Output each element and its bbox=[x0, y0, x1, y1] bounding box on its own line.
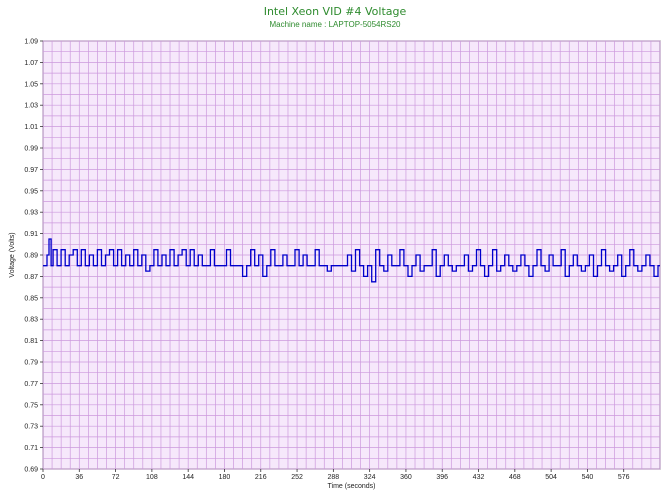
y-tick-label: 0.73 bbox=[24, 424, 38, 431]
y-tick-label: 0.85 bbox=[24, 295, 38, 302]
x-tick-label: 468 bbox=[509, 474, 521, 481]
x-tick-label: 360 bbox=[400, 474, 412, 481]
y-tick-label: 0.91 bbox=[24, 231, 38, 238]
y-tick-label: 0.95 bbox=[24, 188, 38, 195]
y-tick-label: 1.03 bbox=[24, 103, 38, 110]
y-tick-label: 0.79 bbox=[24, 360, 38, 367]
x-tick-label: 180 bbox=[219, 474, 231, 481]
x-tick-label: 504 bbox=[545, 474, 557, 481]
series-line bbox=[43, 238, 660, 283]
y-tick-label: 0.81 bbox=[24, 338, 38, 345]
x-tick-label: 324 bbox=[364, 474, 376, 481]
x-tick-label: 288 bbox=[328, 474, 340, 481]
y-tick-label: 1.01 bbox=[24, 124, 38, 131]
x-tick-label: 576 bbox=[618, 474, 630, 481]
y-tick-label: 1.07 bbox=[24, 60, 38, 67]
y-tick-label: 0.97 bbox=[24, 167, 38, 174]
y-tick-label: 0.69 bbox=[24, 467, 38, 474]
x-tick-label: 36 bbox=[75, 474, 83, 481]
x-tick-label: 144 bbox=[182, 474, 194, 481]
x-tick-label: 252 bbox=[291, 474, 303, 481]
x-tick-label: 0 bbox=[41, 474, 45, 481]
x-tick-label: 396 bbox=[436, 474, 448, 481]
x-tick-label: 72 bbox=[112, 474, 120, 481]
y-tick-label: 0.77 bbox=[24, 381, 38, 388]
x-tick-label: 216 bbox=[255, 474, 267, 481]
y-tick-label: 0.71 bbox=[24, 445, 38, 452]
x-axis: 0 36 72 108 144 180 216 252 288 324 360 396 432 468 50… bbox=[41, 469, 630, 481]
y-tick-label: 0.83 bbox=[24, 317, 38, 324]
x-tick-label: 540 bbox=[582, 474, 594, 481]
y-tick-label: 0.93 bbox=[24, 210, 38, 217]
y-tick-label: 0.99 bbox=[24, 146, 38, 153]
y-axis: 0.69 0.71 0.73 0.75 0.77 0.79 0.81 0.83 0.85 0.87… bbox=[24, 39, 43, 474]
y-tick-label: 0.89 bbox=[24, 253, 38, 260]
chart-subtitle: Machine name : LAPTOP-5054RS20 bbox=[269, 20, 401, 29]
y-tick-label: 0.75 bbox=[24, 402, 38, 409]
y-tick-label: 0.87 bbox=[24, 274, 38, 281]
x-tick-label: 432 bbox=[473, 474, 485, 481]
y-axis-title: Voltage (Volts) bbox=[9, 232, 16, 277]
series-layer bbox=[43, 238, 660, 283]
y-tick-label: 1.09 bbox=[24, 39, 38, 46]
x-axis-title: Time (seconds) bbox=[328, 483, 376, 490]
chart-title: Intel Xeon VID #4 Voltage bbox=[263, 5, 407, 18]
y-tick-label: 1.05 bbox=[24, 81, 38, 88]
x-tick-label: 108 bbox=[146, 474, 158, 481]
